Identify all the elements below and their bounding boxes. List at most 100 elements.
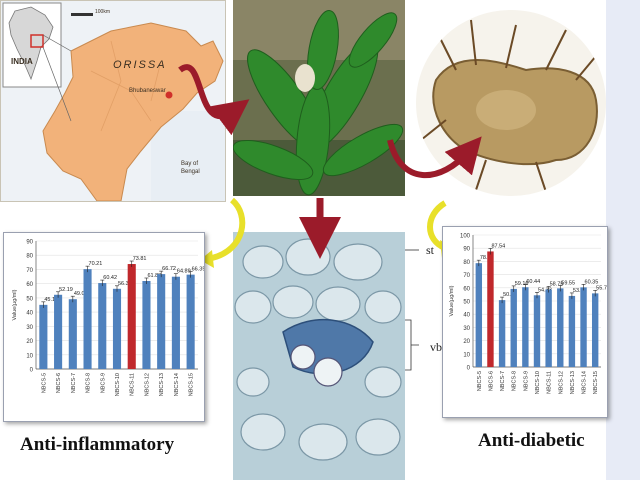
x-tick-label: NBCS-6 — [56, 373, 62, 393]
x-tick-label: NBCS-14 — [174, 373, 180, 396]
x-tick-label: NBCS-13 — [159, 373, 165, 396]
data-label: 78.66 — [480, 255, 494, 261]
data-label: 64.89 — [177, 269, 191, 275]
y-tick-label: 10 — [26, 353, 33, 359]
bar — [127, 264, 136, 369]
bar — [186, 274, 195, 369]
rhizome-photo — [416, 10, 606, 196]
x-tick-label: NBCS-11 — [130, 373, 136, 396]
bar — [171, 276, 180, 369]
bar — [545, 289, 552, 367]
scale-bar — [71, 13, 93, 16]
y-axis-label: Value(µg/ml) — [12, 289, 18, 320]
sea-label-line1: Bay of — [181, 161, 199, 167]
anti-inflammatory-chart: 0 10 20 30 40 50 60 70 80 90 Value(µg/ml) 45.11 NBCS… — [12, 240, 205, 397]
data-label: 61.88 — [147, 273, 161, 279]
y-tick-label: 10 — [463, 352, 470, 358]
bar — [580, 287, 587, 367]
background-strip — [606, 0, 640, 480]
data-label: 45.11 — [44, 297, 57, 303]
y-tick-label: 30 — [463, 326, 470, 332]
data-label: 53.84 — [573, 288, 587, 294]
bar — [487, 251, 494, 367]
plant-drawing — [233, 0, 405, 196]
x-tick-label: NBCS-10 — [115, 373, 121, 396]
state-label: ORISSA — [113, 59, 167, 71]
bar — [498, 300, 506, 367]
bar — [112, 288, 122, 369]
y-tick-label: 50 — [463, 300, 470, 306]
x-tick-label: NBCS-13 — [570, 371, 576, 394]
x-tick-label: NBCS-15 — [189, 373, 195, 396]
scale-label: 100km — [95, 9, 111, 15]
y-tick-label: 70 — [463, 273, 470, 279]
plant-photo — [233, 0, 405, 196]
y-axis-label: Value(µg/ml) — [449, 285, 455, 316]
y-tick-label: 100 — [460, 234, 471, 240]
data-label: 55.78 — [596, 285, 607, 291]
bar — [568, 295, 576, 367]
bar — [39, 304, 48, 369]
y-tick-label: 60 — [463, 286, 470, 292]
y-tick-label: 90 — [26, 240, 33, 246]
vb-label: vb — [430, 340, 442, 354]
bar — [533, 295, 541, 367]
micrograph-pointers — [405, 249, 419, 371]
x-tick-label: NBCS-15 — [593, 371, 599, 394]
data-label: 50.68 — [503, 292, 517, 298]
y-tick-label: 20 — [463, 339, 470, 345]
y-tick-label: 0 — [30, 368, 34, 374]
micrograph-drawing — [233, 232, 405, 480]
data-label: 87.54 — [491, 243, 505, 249]
data-label: 52.19 — [59, 287, 73, 293]
x-tick-label: NBCS-5 — [477, 371, 483, 391]
bar — [98, 283, 107, 369]
micrograph-image — [233, 232, 405, 480]
y-tick-label: 80 — [26, 254, 33, 260]
data-label: 56.39 — [118, 281, 132, 287]
anti-inflammatory-caption: Anti-inflammatory — [20, 434, 175, 455]
x-tick-label: NBCS-6 — [488, 371, 494, 391]
x-tick-label: NBCS-9 — [523, 371, 529, 391]
st-label: st — [426, 243, 435, 257]
y-tick-label: 90 — [463, 247, 470, 253]
y-tick-label: 30 — [26, 325, 33, 331]
data-label: 59.55 — [561, 280, 575, 286]
orissa-map: INDIA ORISSA Bhubaneswar 100km Bay of Be… — [0, 0, 226, 202]
country-label: INDIA — [11, 57, 33, 66]
bar — [142, 280, 151, 369]
inset-highlight-box — [30, 34, 44, 48]
data-label: 59.16 — [515, 281, 529, 287]
y-tick-label: 20 — [26, 339, 33, 345]
anti-diabetic-chart: 0 10 20 30 40 50 60 70 80 90 100 Value(µg/ml) 78.66 N… — [449, 234, 610, 395]
bar — [510, 288, 517, 367]
y-tick-label: 70 — [26, 268, 33, 274]
data-label: 66.35 — [192, 267, 204, 273]
bar — [83, 269, 92, 369]
orissa-region — [42, 22, 224, 201]
y-tick-label: 0 — [467, 366, 471, 372]
bar — [591, 293, 599, 367]
bar — [557, 288, 564, 367]
x-tick-label: NBCS-5 — [41, 373, 47, 393]
x-tick-label: NBCS-10 — [535, 371, 541, 394]
x-tick-label: NBCS-14 — [582, 371, 588, 394]
y-tick-label: 40 — [463, 313, 470, 319]
city-label: Bhubaneswar — [129, 88, 166, 94]
x-tick-label: NBCS-9 — [100, 373, 106, 393]
bhubaneswar-marker — [165, 91, 173, 99]
anti-diabetic-chart-panel: 0 10 20 30 40 50 60 70 80 90 100 Value(µg/ml) 78.66 N… — [442, 226, 610, 418]
x-tick-label: NBCS-7 — [71, 373, 77, 393]
data-label: 60.44 — [526, 279, 540, 285]
x-tick-label: NBCS-12 — [558, 371, 564, 394]
data-label: 49.08 — [74, 291, 88, 297]
x-tick-label: NBCS-12 — [144, 373, 150, 396]
anti-inflammatory-chart-panel: 0 10 20 30 40 50 60 70 80 90 Value(µg/ml) 45.11 NBCS… — [3, 232, 205, 422]
y-tick-label: 80 — [463, 260, 470, 266]
data-label: 60.35 — [585, 279, 599, 285]
data-label: 60.42 — [103, 275, 117, 281]
x-tick-label: NBCS-8 — [86, 373, 92, 393]
y-tick-label: 50 — [26, 296, 33, 302]
data-label: 66.72 — [162, 266, 176, 272]
rhizome-drawing — [420, 19, 602, 193]
